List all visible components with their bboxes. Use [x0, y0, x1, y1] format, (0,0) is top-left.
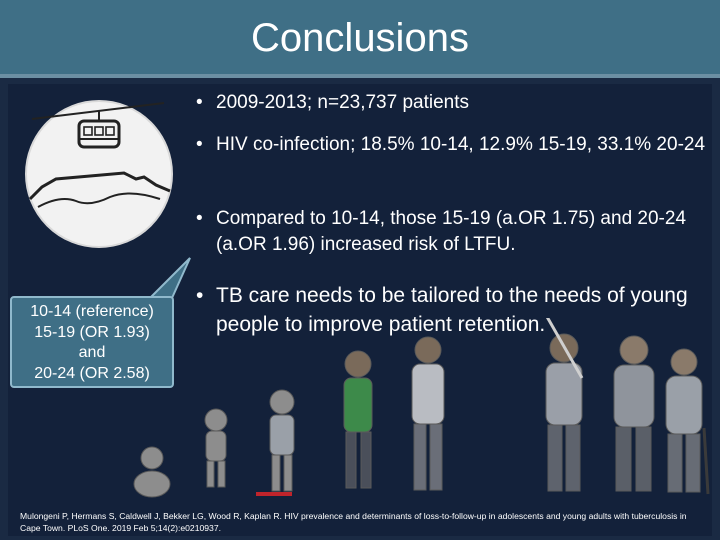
odds-ratio-callout: 10-14 (reference) 15-19 (OR 1.93) and 20…	[10, 296, 174, 388]
cable-car-mountain-icon	[25, 100, 173, 248]
bullet-item: 2009-2013; n=23,737 patients	[196, 90, 469, 116]
callout-line: 15-19 (OR 1.93)	[34, 323, 150, 341]
slide-title: Conclusions	[251, 16, 469, 60]
bullet-item: Compared to 10-14, those 15-19 (a.OR 1.7…	[196, 206, 706, 258]
red-highlight-bar	[256, 492, 292, 496]
callout-line: 10-14 (reference)	[30, 303, 154, 320]
title-bar: Conclusions	[0, 0, 720, 78]
callout-line: and	[78, 344, 106, 361]
age-progression-people-icon	[133, 318, 710, 498]
callout-tail	[148, 257, 191, 299]
reference-citation: Mulongeni P, Hermans S, Caldwell J, Bekk…	[8, 508, 712, 536]
bullet-item: HIV co-infection; 18.5% 10-14, 12.9% 15-…	[196, 132, 705, 158]
callout-line: 20-24 (OR 2.58)	[34, 364, 150, 382]
bullet-item: TB care needs to be tailored to the need…	[196, 281, 706, 339]
